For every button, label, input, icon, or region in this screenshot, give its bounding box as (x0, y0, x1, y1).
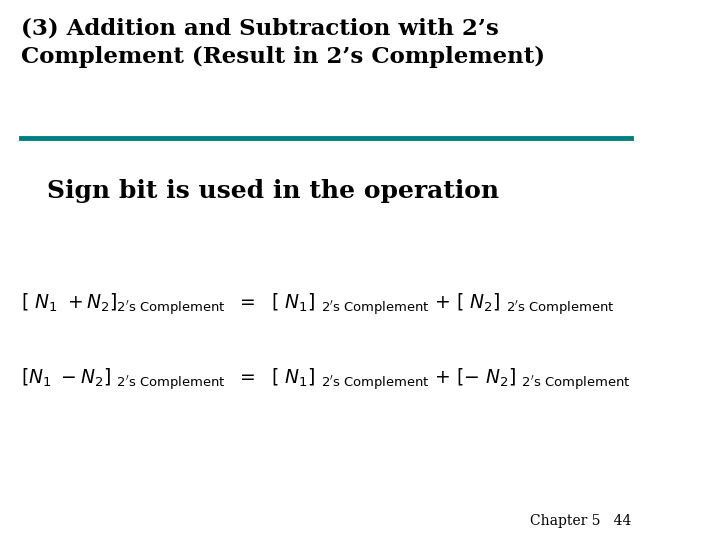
Text: (3) Addition and Subtraction with 2’s
Complement (Result in 2’s Complement): (3) Addition and Subtraction with 2’s Co… (21, 17, 545, 68)
Text: $[N_1\ -N_2]\ _{\mathrm{2's\ Complement}}$  $=$  $[\ N_1]\ _{\mathrm{2's\ Comple: $[N_1\ -N_2]\ _{\mathrm{2's\ Complement}… (21, 367, 630, 392)
Text: Chapter 5   44: Chapter 5 44 (530, 514, 631, 528)
Text: Sign bit is used in the operation: Sign bit is used in the operation (47, 179, 499, 202)
Text: $[\ N_1\ +N_2]_{\mathrm{2's\ Complement}}$  $=$  $[\ N_1]\ _{\mathrm{2's\ Comple: $[\ N_1\ +N_2]_{\mathrm{2's\ Complement}… (21, 292, 614, 317)
